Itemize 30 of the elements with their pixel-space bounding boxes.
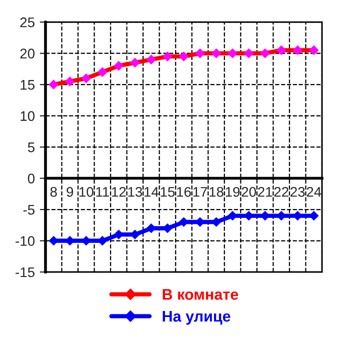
legend-label: На улице <box>162 311 230 325</box>
y-tick-label: -10 <box>16 236 35 246</box>
y-tick-label: 0 <box>28 174 35 184</box>
legend-label: В комнате <box>162 289 238 300</box>
y-tick-label: -15 <box>16 267 35 278</box>
x-tick-label: 18 <box>210 186 224 197</box>
y-tick-label: 5 <box>28 142 34 152</box>
x-tick-label: 20 <box>242 186 256 197</box>
x-tick-label: 22 <box>274 186 288 197</box>
x-tick-label: 16 <box>177 186 191 197</box>
x-tick-label: 17 <box>193 187 208 197</box>
y-tick-label: -5 <box>23 205 34 215</box>
x-tick-label: 10 <box>79 186 94 197</box>
x-tick-label: 23 <box>290 186 305 197</box>
x-tick-label: 8 <box>50 186 57 197</box>
x-tick-label: 11 <box>96 187 109 197</box>
x-tick-label: 19 <box>226 186 240 197</box>
x-tick-label: 15 <box>160 187 175 197</box>
y-tick-label: 20 <box>20 48 35 59</box>
point <box>98 236 108 246</box>
y-tick-label: 25 <box>20 17 35 28</box>
x-tick-label: 9 <box>66 186 74 197</box>
point <box>228 210 238 221</box>
y-tick-label: 10 <box>20 111 35 121</box>
x-tick-label: 24 <box>306 186 322 197</box>
x-tick-label: 21 <box>258 186 272 197</box>
y-tick-label: 15 <box>20 80 35 90</box>
x-tick-label: 12 <box>112 186 126 197</box>
x-tick-label: 13 <box>128 186 142 197</box>
x-tick-label: 14 <box>144 187 159 197</box>
